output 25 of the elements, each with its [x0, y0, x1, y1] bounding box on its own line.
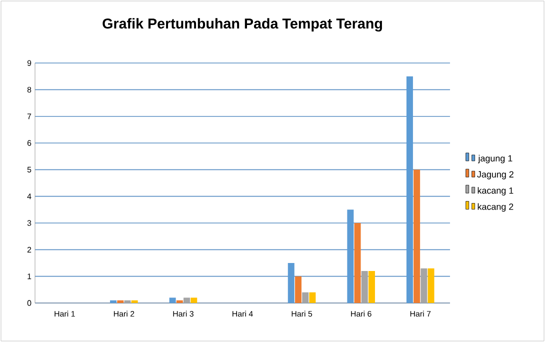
bar	[124, 300, 131, 303]
bar	[420, 268, 428, 303]
legend-label: Jagung 2	[477, 171, 514, 180]
bar	[110, 300, 117, 303]
bar	[190, 298, 198, 303]
bar	[288, 263, 294, 303]
bar	[361, 271, 368, 303]
bar	[309, 292, 316, 303]
legend-label: kacang 2	[478, 203, 514, 212]
bar	[294, 276, 302, 303]
bar	[354, 223, 361, 303]
bar	[302, 292, 309, 303]
bar	[347, 210, 354, 303]
legend-label: jagung 1	[478, 154, 512, 164]
bar	[169, 298, 176, 303]
bar	[117, 300, 124, 303]
bar	[368, 271, 375, 303]
bar	[414, 170, 420, 303]
chart-title: Grafik Pertumbuhan Pada Tempat Terang	[102, 18, 382, 32]
bar	[428, 268, 434, 303]
legend-label: kacang 1	[478, 187, 514, 196]
bar	[406, 76, 413, 303]
bar	[176, 300, 183, 303]
bar	[131, 300, 138, 303]
bar	[184, 298, 190, 303]
